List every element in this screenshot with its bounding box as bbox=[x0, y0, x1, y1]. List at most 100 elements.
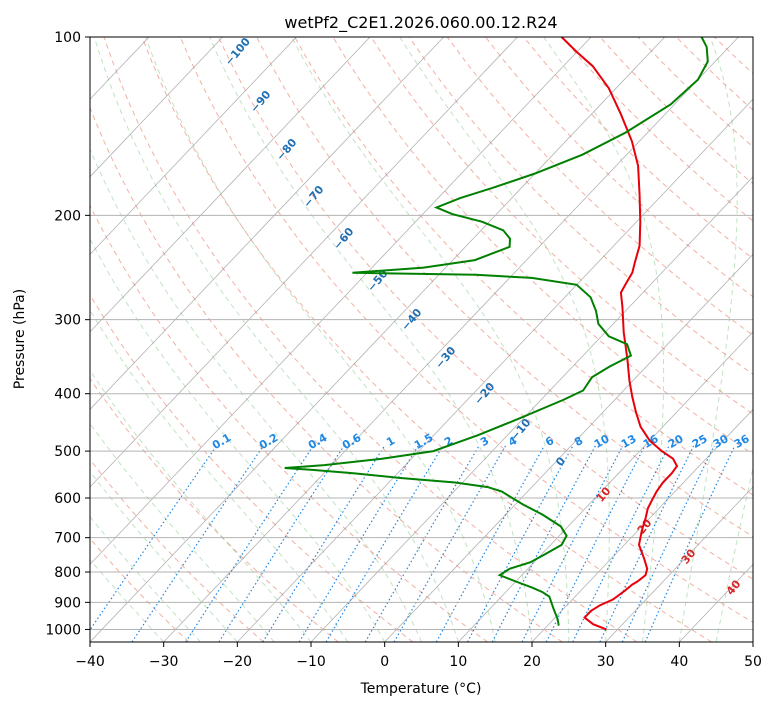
mixing-ratio-label: 1 bbox=[384, 434, 397, 449]
mixing-ratio-line bbox=[435, 445, 545, 642]
isotherm-line bbox=[90, 37, 297, 255]
dry-adiabat-line bbox=[332, 37, 753, 455]
moist-adiabat-line bbox=[90, 148, 422, 642]
mixing-ratio-label: 25 bbox=[690, 432, 710, 451]
sounding-profiles bbox=[284, 37, 709, 631]
dry-adiabat-line bbox=[256, 37, 753, 538]
moist-adiabat-line bbox=[90, 558, 165, 642]
isotherm-line bbox=[237, 98, 753, 642]
moist-adiabat-line bbox=[90, 422, 275, 642]
mixing-ratio-line bbox=[262, 445, 386, 642]
moist-adiabat-line bbox=[90, 237, 386, 642]
dry-adiabat-line bbox=[179, 37, 753, 623]
moist-adiabat-line bbox=[209, 37, 533, 642]
isotherm-line bbox=[752, 641, 753, 642]
temperature-profile-line bbox=[560, 37, 679, 631]
moist-adiabat-line bbox=[678, 37, 738, 642]
isotherm-line bbox=[90, 37, 224, 178]
isotherm-line bbox=[90, 37, 445, 410]
dry-adiabat-label: −30 bbox=[433, 344, 459, 371]
x-tick-label: 50 bbox=[744, 654, 762, 670]
isotherm-line bbox=[458, 331, 753, 642]
dry-adiabat-line bbox=[90, 537, 190, 642]
y-tick-label: 600 bbox=[54, 491, 81, 507]
isotherm-line bbox=[90, 37, 518, 488]
y-tick-label: 700 bbox=[54, 531, 81, 547]
dewpoint-profile-line bbox=[284, 37, 709, 626]
isotherm-line bbox=[163, 37, 739, 642]
mixing-ratio-line bbox=[325, 445, 444, 642]
moist-adiabat-line bbox=[543, 37, 665, 642]
isotherm-line bbox=[310, 176, 753, 642]
dry-adiabat-line bbox=[90, 204, 488, 642]
mixing-ratio-line bbox=[572, 445, 670, 642]
dry-adiabat-line bbox=[90, 377, 339, 642]
mixing-ratio-line bbox=[621, 445, 715, 642]
dry-adiabat-label: −100 bbox=[222, 35, 253, 68]
dry-adiabat-line bbox=[485, 37, 753, 298]
x-tick-label: 40 bbox=[670, 654, 688, 670]
isotherm-line bbox=[90, 37, 371, 333]
mixing-ratio-line bbox=[521, 445, 624, 642]
dry-adiabat-line bbox=[714, 37, 753, 75]
mixing-ratio-label: 13 bbox=[619, 432, 639, 451]
isotherm-line bbox=[0, 37, 2, 642]
mixing-ratio-line bbox=[298, 445, 419, 642]
y-tick-label: 100 bbox=[54, 30, 81, 46]
dry-adiabat-label: 10 bbox=[594, 484, 614, 504]
dry-adiabat-label: 30 bbox=[679, 546, 699, 566]
mixing-ratio-label: 8 bbox=[572, 434, 585, 449]
moist-adiabat-line bbox=[399, 37, 610, 642]
mixing-ratio-label: 0.4 bbox=[306, 431, 330, 452]
moist-adiabat-line bbox=[752, 639, 753, 642]
plot-frame bbox=[89, 36, 754, 643]
moist-adiabat-line bbox=[145, 37, 496, 642]
y-axis-label: Pressure (hPa) bbox=[12, 289, 28, 389]
x-axis-ticks: −40 −30 −20 −10 0 10 20 30 40 50 bbox=[75, 642, 762, 670]
moist-adiabat-line bbox=[291, 37, 570, 642]
isotherm-line bbox=[90, 37, 666, 642]
chart-title: wetPf2_C2E1.2026.060.00.12.R24 bbox=[284, 13, 557, 33]
dry-adiabat-line bbox=[90, 458, 264, 642]
x-tick-label: −20 bbox=[223, 654, 253, 670]
x-tick-label: −40 bbox=[75, 654, 105, 670]
y-tick-label: 900 bbox=[54, 595, 81, 611]
y-tick-label: 800 bbox=[54, 565, 81, 581]
moist-adiabat-line bbox=[93, 37, 459, 642]
y-axis-ticks: 100 200 300 400 500 600 700 800 900 1000 bbox=[45, 30, 90, 638]
mixing-ratio-label: 20 bbox=[666, 432, 686, 451]
isotherm-line bbox=[384, 253, 753, 642]
dry-adiabat-label: 40 bbox=[724, 577, 744, 597]
mixing-ratio-label: 10 bbox=[592, 432, 612, 451]
mixing-ratio-line bbox=[466, 445, 574, 642]
y-tick-label: 200 bbox=[54, 208, 81, 224]
x-tick-label: 30 bbox=[597, 654, 615, 670]
dry-adiabat-line bbox=[90, 106, 563, 642]
isotherm-line bbox=[90, 37, 592, 566]
mixing-ratio-line bbox=[599, 445, 695, 642]
mixing-ratio-line bbox=[218, 445, 345, 642]
isotherm-line bbox=[605, 486, 753, 642]
moist-adiabat-line bbox=[90, 309, 349, 642]
x-axis-label: Temperature (°C) bbox=[360, 681, 482, 697]
y-tick-label: 300 bbox=[54, 313, 81, 329]
x-tick-label: 0 bbox=[380, 654, 389, 670]
x-tick-label: −10 bbox=[296, 654, 326, 670]
dry-adiabat-line bbox=[217, 37, 753, 580]
mixing-ratio-line bbox=[90, 445, 217, 631]
y-tick-label: 500 bbox=[54, 444, 81, 460]
mixing-ratio-line bbox=[491, 445, 596, 642]
dry-adiabat-line bbox=[637, 37, 753, 148]
dry-adiabat-label: −70 bbox=[301, 183, 327, 210]
dry-adiabat-line bbox=[561, 37, 753, 222]
mixing-ratio-label: 30 bbox=[711, 432, 731, 451]
dry-adiabat-line bbox=[408, 37, 753, 375]
background-lines bbox=[0, 37, 753, 642]
mixing-ratio-line bbox=[545, 445, 646, 642]
isotherm-line bbox=[531, 408, 753, 642]
moist-adiabat-line bbox=[90, 470, 238, 642]
dry-adiabat-line bbox=[294, 37, 753, 496]
dry-adiabat-line bbox=[90, 293, 414, 642]
dry-adiabat-line bbox=[752, 37, 753, 39]
